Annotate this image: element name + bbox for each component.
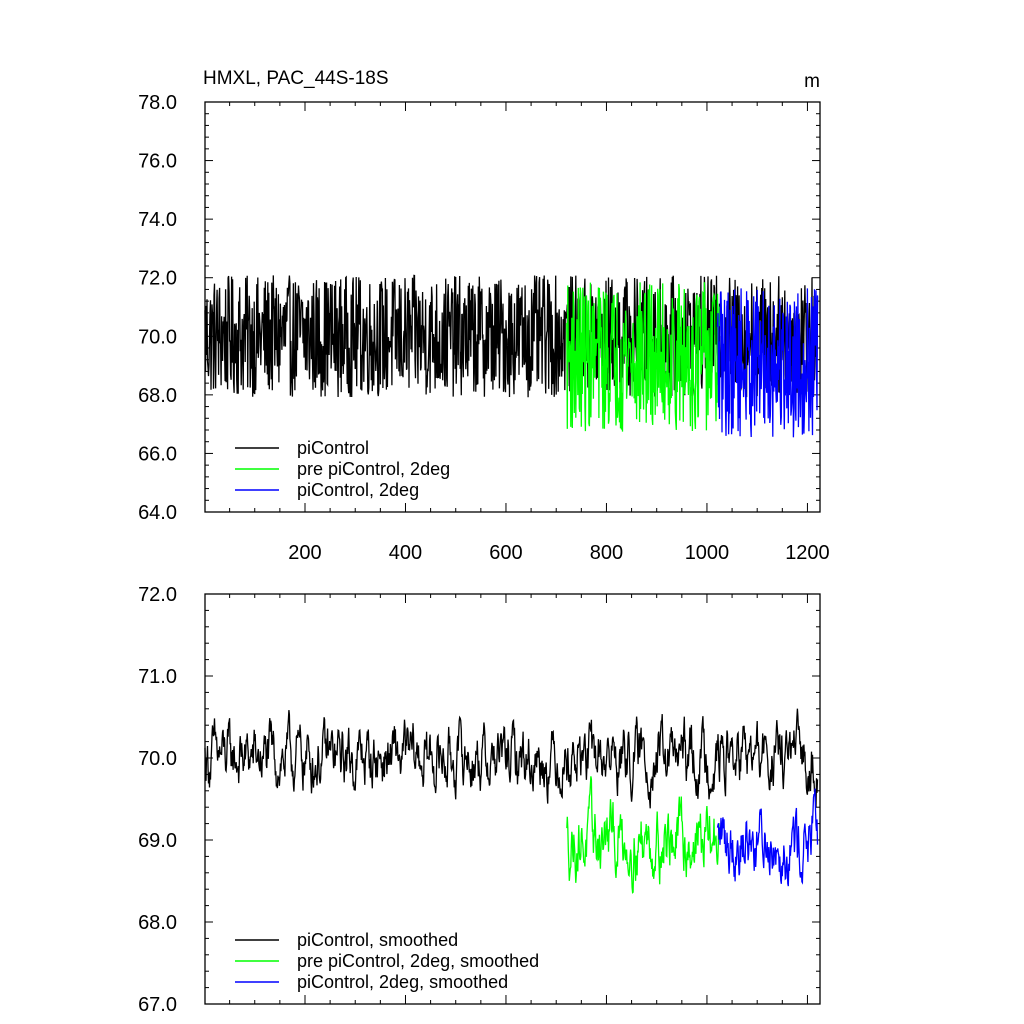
y-tick-label: 71.0 (138, 666, 177, 688)
units-label: m (804, 71, 820, 92)
y-tick-label: 74.0 (138, 209, 177, 231)
y-tick-label: 78.0 (138, 92, 177, 114)
series-line (204, 708, 819, 809)
x-tick-label: 200 (288, 542, 321, 564)
legend-label: pre piControl, 2deg, smoothed (297, 951, 539, 971)
legend-label: pre piControl, 2deg (297, 459, 450, 479)
x-tick-label: 800 (590, 542, 623, 564)
series-line (716, 288, 819, 438)
series-line (566, 776, 721, 894)
legend-label: piControl, 2deg, smoothed (297, 972, 508, 992)
y-tick-label: 64.0 (138, 502, 177, 524)
top-panel: HMXL, PAC_44S-18S m 64.0 66.0 68.0 70.0 72.0… (138, 68, 830, 564)
x-tick-label: 1200 (785, 542, 830, 564)
y-tick-label: 66.0 (138, 443, 177, 465)
legend-label: piControl, 2deg (297, 480, 419, 500)
y-tick-label: 72.0 (138, 584, 177, 606)
x-tick-label: 600 (489, 542, 522, 564)
bottom-panel: 67.0 68.0 69.0 70.0 71.0 72.0 piControl, smoot… (138, 584, 821, 1016)
y-tick-label: 72.0 (138, 268, 177, 290)
x-tick-label: 400 (389, 542, 422, 564)
y-tick-label: 68.0 (138, 912, 177, 934)
plot-frame (204, 593, 821, 1005)
y-tick-label: 69.0 (138, 830, 177, 852)
legend-label: piControl, smoothed (297, 930, 458, 950)
series-line (566, 282, 721, 432)
plot-frame (204, 101, 821, 513)
x-tick-label: 1000 (685, 542, 730, 564)
chart-title: HMXL, PAC_44S-18S (203, 68, 389, 89)
y-tick-label: 70.0 (138, 326, 177, 348)
legend-label: piControl (297, 438, 369, 458)
y-tick-label: 68.0 (138, 385, 177, 407)
y-tick-label: 67.0 (138, 994, 177, 1016)
y-tick-label: 70.0 (138, 748, 177, 770)
series-line (716, 788, 819, 887)
series-line (204, 274, 819, 398)
y-tick-label: 76.0 (138, 151, 177, 173)
